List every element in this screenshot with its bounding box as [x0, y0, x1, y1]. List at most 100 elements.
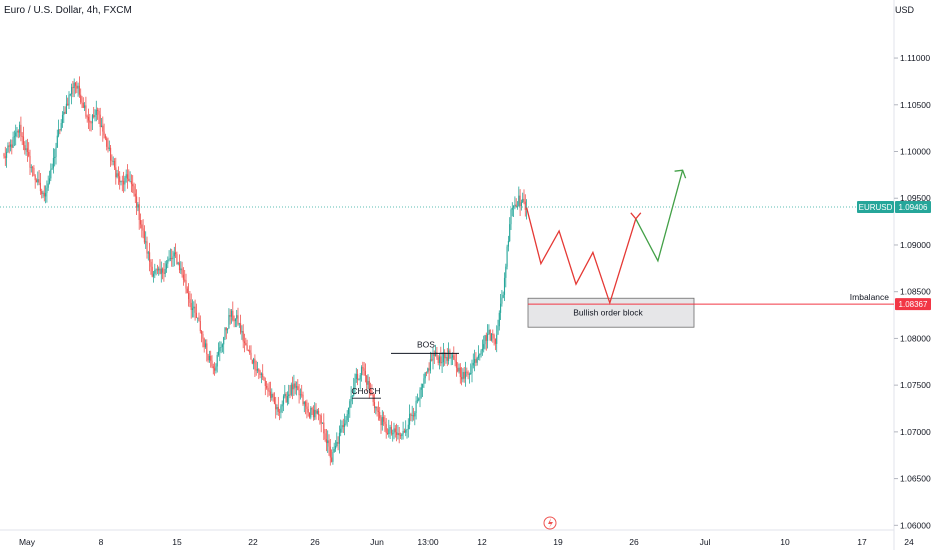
candle-body [180, 268, 182, 271]
candle-body [392, 433, 394, 435]
candle-body [147, 252, 149, 254]
candle-body [445, 357, 447, 359]
candle-body [458, 367, 460, 372]
candles [3, 76, 528, 466]
candle-body [314, 409, 316, 418]
candle-body [86, 116, 88, 118]
candle-body [286, 396, 288, 403]
currency-label: USD [894, 5, 914, 15]
candle-body [302, 394, 304, 405]
candle-body [295, 386, 298, 388]
candle-body [331, 457, 333, 462]
candle-body [349, 401, 351, 408]
candle-body [223, 337, 225, 345]
candle-body [89, 120, 91, 123]
candle-body [103, 131, 105, 136]
time-tick-label: 19 [553, 537, 563, 547]
candle-body [228, 315, 230, 329]
candle-body [399, 435, 402, 437]
candle-body [91, 115, 93, 124]
candle-body [371, 391, 373, 395]
candle-body [132, 184, 134, 187]
candle-body [95, 109, 97, 115]
candle-body [418, 398, 420, 401]
symbol-badge [857, 201, 894, 214]
candle-body [457, 367, 459, 372]
candle-body [329, 446, 331, 458]
candle-body [303, 401, 305, 405]
candle-body [149, 252, 151, 262]
candle-body [152, 273, 155, 277]
candle-body [337, 442, 339, 444]
candle-body [39, 182, 41, 192]
candle-body [63, 111, 65, 115]
candle-body [463, 371, 465, 379]
overlays: EURUSD 1.09406 Bullish order block Imbalanc… [0, 169, 931, 530]
candle-body [259, 371, 261, 375]
candle-body [107, 146, 109, 149]
candle-body [37, 179, 39, 183]
candle-body [190, 302, 192, 310]
candle-body [181, 268, 183, 275]
candle-body [234, 318, 236, 322]
candle-body [188, 293, 190, 300]
candle-body [431, 359, 433, 361]
candle-body [117, 173, 119, 177]
candle-body [438, 356, 441, 363]
candle-body [123, 181, 125, 185]
candle-body [498, 312, 500, 327]
candle-body [345, 420, 347, 424]
candle-body [336, 442, 338, 447]
candle-body [195, 312, 197, 318]
candle-body [496, 334, 498, 344]
candle-body [433, 353, 435, 356]
candle-body [143, 230, 145, 243]
candle-body [76, 85, 78, 89]
candle-body [258, 368, 260, 372]
candle-body [155, 269, 157, 271]
candle-body [4, 156, 6, 158]
candle-body [50, 169, 52, 179]
candle-body [204, 343, 207, 348]
candle-body [100, 125, 103, 127]
candle-body [289, 394, 291, 396]
symbol-badge-label: EURUSD [859, 203, 893, 212]
candle-body [510, 209, 512, 225]
candle-body [110, 147, 112, 161]
candle-body [134, 193, 136, 197]
candle-body [116, 173, 118, 178]
candle-body [51, 168, 53, 170]
axes: 1.11000 1.10500 1.10000 1.09500 1.09000 1.085… [19, 53, 931, 547]
candle-body [164, 268, 166, 274]
candle-body [172, 256, 174, 260]
candle-body [81, 102, 83, 104]
time-tick-label: 26 [310, 537, 320, 547]
candle-body [168, 258, 170, 261]
candle-body [275, 403, 277, 410]
candle-body [340, 428, 342, 433]
candle-body [9, 144, 12, 147]
candle-body [511, 207, 513, 210]
candle-body [454, 359, 456, 362]
imbalance-badge [895, 298, 931, 311]
candle-body [111, 160, 113, 162]
bearish-projection [525, 207, 637, 306]
candle-body [12, 137, 14, 148]
candle-body [358, 379, 360, 381]
candle-body [409, 413, 411, 425]
candle-body [428, 368, 430, 371]
candle-body [173, 252, 175, 257]
candle-body [80, 94, 82, 103]
candle-body [238, 323, 240, 325]
candle-body [17, 130, 19, 133]
candle-body [470, 372, 472, 375]
candle-body [24, 145, 26, 151]
candle-body [212, 366, 214, 369]
candle-body [82, 102, 84, 108]
price-tick-label: 1.06000 [900, 520, 931, 530]
candle-body [77, 85, 79, 89]
time-tick-label: 24 [904, 537, 914, 547]
candle-body [477, 355, 480, 358]
